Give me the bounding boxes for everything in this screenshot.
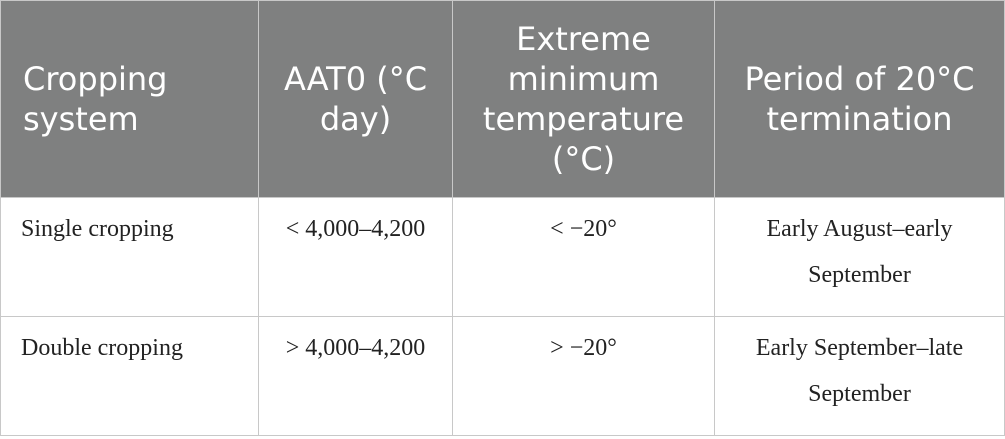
cell: > −20°	[452, 316, 715, 436]
cell: Early August–early September	[714, 197, 1005, 317]
cell: < −20°	[452, 197, 715, 317]
cell: Single cropping	[0, 197, 259, 317]
cell: Early September–late September	[714, 316, 1005, 436]
cell: > 4,000–4,200	[258, 316, 453, 436]
cell: < 4,000–4,200	[258, 197, 453, 317]
table-row: Double cropping > 4,000–4,200 > −20° Ear…	[0, 316, 1005, 436]
header-cell: Period of 20°C termination	[714, 0, 1005, 198]
header-cell: AAT0 (°C day)	[258, 0, 453, 198]
table-row: Single cropping < 4,000–4,200 < −20° Ear…	[0, 197, 1005, 317]
header-cell: Extreme minimum temperature (°C)	[452, 0, 715, 198]
cell: Double cropping	[0, 316, 259, 436]
header-cell: Cropping system	[0, 0, 259, 198]
header-row: Cropping system AAT0 (°C day) Extreme mi…	[0, 0, 1005, 198]
